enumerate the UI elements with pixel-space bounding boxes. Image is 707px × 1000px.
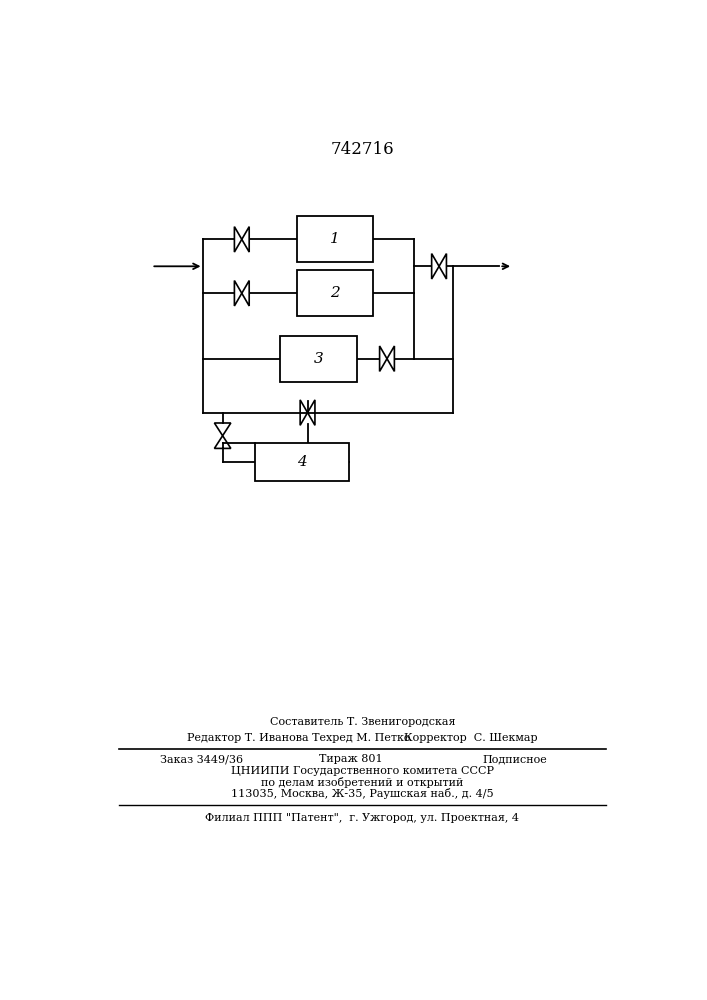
Bar [280, 336, 357, 382]
Text: Тираж 801: Тираж 801 [319, 754, 382, 764]
Text: 4: 4 [297, 455, 307, 469]
Text: 742716: 742716 [331, 141, 394, 158]
Text: Филиал ППП "Патент",  г. Ужгород, ул. Проектная, 4: Филиал ППП "Патент", г. Ужгород, ул. Про… [205, 813, 520, 823]
Text: Заказ 3449/36: Заказ 3449/36 [160, 754, 243, 764]
Text: Подписное: Подписное [483, 754, 548, 764]
Bar [255, 443, 349, 481]
Text: 1: 1 [330, 232, 340, 246]
Bar [297, 216, 373, 262]
Text: 2: 2 [330, 286, 340, 300]
Text: 113035, Москва, Ж-35, Раушская наб., д. 4/5: 113035, Москва, Ж-35, Раушская наб., д. … [231, 788, 493, 799]
Bar [297, 270, 373, 316]
Text: по делам изобретений и открытий: по делам изобретений и открытий [261, 777, 464, 788]
Text: 3: 3 [314, 352, 323, 366]
Text: Корректор  С. Шекмар: Корректор С. Шекмар [404, 733, 538, 743]
Text: ЦНИИПИ Государственного комитета СССР: ЦНИИПИ Государственного комитета СССР [231, 766, 493, 776]
Text: Редактор Т. Иванова Техред М. Петко: Редактор Т. Иванова Техред М. Петко [187, 733, 411, 743]
Text: Составитель Т. Звенигородская: Составитель Т. Звенигородская [269, 717, 455, 727]
